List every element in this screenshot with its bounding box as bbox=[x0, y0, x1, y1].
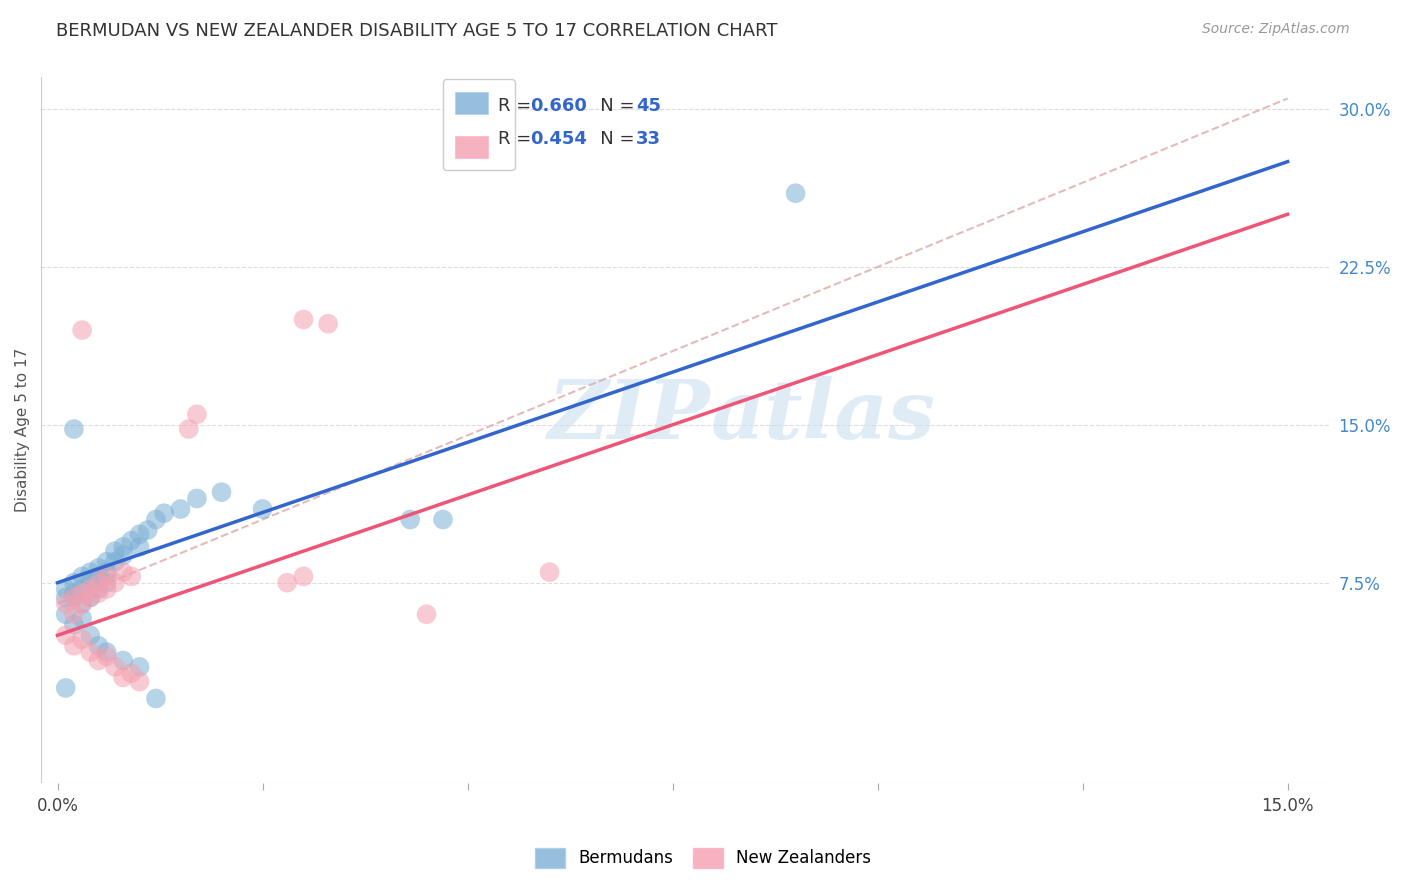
Text: N =: N = bbox=[583, 97, 640, 115]
Point bbox=[79, 591, 101, 605]
Point bbox=[79, 645, 101, 659]
Point bbox=[112, 670, 135, 684]
Point bbox=[55, 591, 77, 605]
Point bbox=[432, 512, 454, 526]
Legend: , : , bbox=[443, 79, 515, 170]
Point bbox=[136, 523, 159, 537]
Point bbox=[87, 639, 110, 653]
Point bbox=[292, 312, 315, 326]
Point bbox=[70, 323, 93, 337]
Text: 0.660: 0.660 bbox=[530, 97, 588, 115]
Point bbox=[87, 586, 110, 600]
Text: N =: N = bbox=[583, 129, 640, 148]
Point bbox=[104, 555, 127, 569]
Point bbox=[96, 575, 118, 590]
Point bbox=[55, 628, 77, 642]
Point bbox=[128, 660, 150, 674]
Point bbox=[70, 586, 93, 600]
Point bbox=[96, 555, 118, 569]
Point bbox=[785, 186, 807, 201]
Point bbox=[120, 533, 142, 548]
Text: 0.454: 0.454 bbox=[530, 129, 588, 148]
Point bbox=[169, 502, 191, 516]
Point bbox=[55, 582, 77, 596]
Legend: Bermudans, New Zealanders: Bermudans, New Zealanders bbox=[529, 841, 877, 875]
Text: 33: 33 bbox=[636, 129, 661, 148]
Point bbox=[399, 512, 422, 526]
Point bbox=[276, 575, 298, 590]
Point bbox=[128, 540, 150, 554]
Point bbox=[145, 512, 167, 526]
Text: atlas: atlas bbox=[710, 376, 936, 456]
Point bbox=[87, 582, 110, 596]
Point bbox=[96, 645, 118, 659]
Y-axis label: Disability Age 5 to 17: Disability Age 5 to 17 bbox=[15, 348, 30, 512]
Point bbox=[415, 607, 437, 622]
Point bbox=[63, 607, 86, 622]
Text: 45: 45 bbox=[636, 97, 661, 115]
Point bbox=[120, 569, 142, 583]
Point bbox=[55, 607, 77, 622]
Point bbox=[120, 666, 142, 681]
Point bbox=[63, 591, 86, 605]
Point bbox=[186, 407, 208, 421]
Point bbox=[177, 422, 200, 436]
Point bbox=[145, 691, 167, 706]
Point bbox=[186, 491, 208, 506]
Point bbox=[79, 575, 101, 590]
Point bbox=[63, 591, 86, 605]
Point bbox=[63, 639, 86, 653]
Text: Source: ZipAtlas.com: Source: ZipAtlas.com bbox=[1202, 22, 1350, 37]
Point bbox=[153, 506, 176, 520]
Point bbox=[70, 597, 93, 611]
Point bbox=[252, 502, 274, 516]
Point bbox=[211, 485, 233, 500]
Point bbox=[70, 569, 93, 583]
Point bbox=[87, 575, 110, 590]
Point bbox=[96, 565, 118, 579]
Text: ZIP: ZIP bbox=[548, 376, 710, 456]
Point bbox=[70, 611, 93, 625]
Point bbox=[96, 582, 118, 596]
Point bbox=[70, 632, 93, 647]
Point bbox=[104, 575, 127, 590]
Point bbox=[292, 569, 315, 583]
Point bbox=[70, 597, 93, 611]
Point bbox=[87, 569, 110, 583]
Point bbox=[87, 654, 110, 668]
Point bbox=[104, 660, 127, 674]
Text: R =: R = bbox=[498, 129, 537, 148]
Point bbox=[112, 565, 135, 579]
Point bbox=[112, 654, 135, 668]
Point bbox=[63, 575, 86, 590]
Point bbox=[55, 681, 77, 695]
Point bbox=[63, 422, 86, 436]
Point bbox=[55, 597, 77, 611]
Point bbox=[63, 617, 86, 632]
Point bbox=[538, 565, 561, 579]
Point bbox=[79, 628, 101, 642]
Point bbox=[87, 561, 110, 575]
Point bbox=[96, 649, 118, 664]
Point bbox=[96, 569, 118, 583]
Point bbox=[104, 544, 127, 558]
Point bbox=[112, 540, 135, 554]
Point bbox=[79, 591, 101, 605]
Point bbox=[70, 582, 93, 596]
Point bbox=[112, 549, 135, 563]
Text: R =: R = bbox=[498, 97, 537, 115]
Point bbox=[79, 565, 101, 579]
Point bbox=[128, 527, 150, 541]
Text: BERMUDAN VS NEW ZEALANDER DISABILITY AGE 5 TO 17 CORRELATION CHART: BERMUDAN VS NEW ZEALANDER DISABILITY AGE… bbox=[56, 22, 778, 40]
Point bbox=[63, 586, 86, 600]
Point bbox=[79, 582, 101, 596]
Point bbox=[128, 674, 150, 689]
Point bbox=[316, 317, 339, 331]
